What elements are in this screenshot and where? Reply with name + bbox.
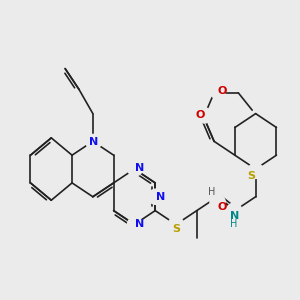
Text: H: H xyxy=(230,219,238,229)
Circle shape xyxy=(210,194,225,210)
Text: S: S xyxy=(248,171,256,181)
Text: N: N xyxy=(89,137,98,147)
Circle shape xyxy=(128,217,143,232)
Circle shape xyxy=(197,108,212,123)
Circle shape xyxy=(208,184,224,199)
Text: O: O xyxy=(218,202,227,212)
Circle shape xyxy=(226,203,242,218)
Text: N: N xyxy=(135,220,144,230)
Text: O: O xyxy=(218,86,227,96)
Text: O: O xyxy=(195,110,204,120)
Text: S: S xyxy=(172,224,180,235)
Circle shape xyxy=(210,83,225,99)
Text: N: N xyxy=(156,192,165,202)
Circle shape xyxy=(168,217,184,232)
Text: N: N xyxy=(230,211,239,220)
Circle shape xyxy=(248,163,263,178)
Text: N: N xyxy=(135,164,144,173)
Circle shape xyxy=(226,212,242,227)
Circle shape xyxy=(128,161,143,176)
Circle shape xyxy=(148,189,164,204)
Circle shape xyxy=(86,134,101,150)
Text: H: H xyxy=(208,187,216,196)
